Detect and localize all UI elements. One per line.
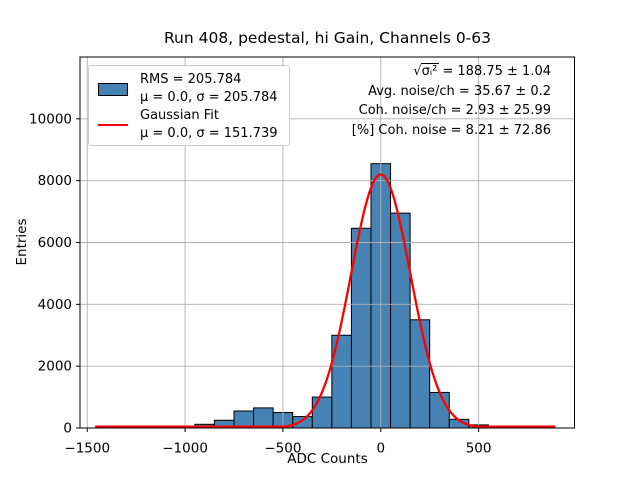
histogram-bar <box>253 407 274 429</box>
stats-line-pct-coh-noise: [%] Coh. noise = 8.21 ± 72.86 <box>351 122 551 138</box>
histogram-bar <box>233 410 255 429</box>
x-tick-label: −1500 <box>64 441 110 457</box>
legend-line-swatch-icon <box>98 124 128 126</box>
legend: RMS = 205.784 μ = 0.0, σ = 205.784 Gauss… <box>88 65 290 146</box>
legend-hist-mu-sigma-label: μ = 0.0, σ = 205.784 <box>140 90 278 105</box>
stats-line-avg-noise: Avg. noise/ch = 35.67 ± 0.2 <box>368 83 551 99</box>
legend-bar-swatch-icon <box>98 82 128 96</box>
x-tick-label: −500 <box>264 441 301 457</box>
y-tick-label: 0 <box>63 421 72 437</box>
stats-annotation: √σᵢ² = 188.75 ± 1.04 Avg. noise/ch = 35.6… <box>352 62 551 140</box>
stats-sigma-radicand: σᵢ² <box>420 63 440 79</box>
histogram-bar <box>390 212 411 429</box>
y-tick-label: 6000 <box>38 235 72 251</box>
x-tick-label: −1000 <box>162 441 208 457</box>
stats-line-coh-noise: Coh. noise/ch = 2.93 ± 25.99 <box>358 103 551 118</box>
legend-rms-label: RMS = 205.784 <box>140 72 242 87</box>
legend-fit-mu-sigma-label: μ = 0.0, σ = 151.739 <box>140 126 278 141</box>
x-axis-label: ADC Counts <box>287 451 368 467</box>
y-tick-label: 2000 <box>38 359 72 375</box>
histogram-bar <box>292 416 313 429</box>
y-tick-label: 4000 <box>38 297 72 313</box>
legend-entry-gaussian-fit: Gaussian Fit μ = 0.0, σ = 151.739 <box>98 107 281 143</box>
y-tick-label: 10000 <box>29 111 72 127</box>
histogram-bar <box>311 396 333 429</box>
x-tick-label: 0 <box>376 441 385 457</box>
histogram-bar <box>409 319 431 429</box>
y-tick-label: 8000 <box>38 173 72 189</box>
sqrt-radical-icon: √ <box>413 64 422 79</box>
chart-title: Run 408, pedestal, hi Gain, Channels 0-6… <box>163 29 491 47</box>
legend-entry-histogram: RMS = 205.784 μ = 0.0, σ = 205.784 <box>98 71 281 107</box>
gaussian-fit-line <box>94 173 556 428</box>
histogram-bar <box>429 391 450 429</box>
stats-line-sigma: √σᵢ² = 188.75 ± 1.04 <box>352 62 551 82</box>
stats-sigma-value: = 188.75 ± 1.04 <box>442 64 551 79</box>
y-axis-label: Entries <box>14 218 30 266</box>
legend-fit-label: Gaussian Fit <box>140 108 220 123</box>
x-tick-label: 500 <box>466 441 492 457</box>
